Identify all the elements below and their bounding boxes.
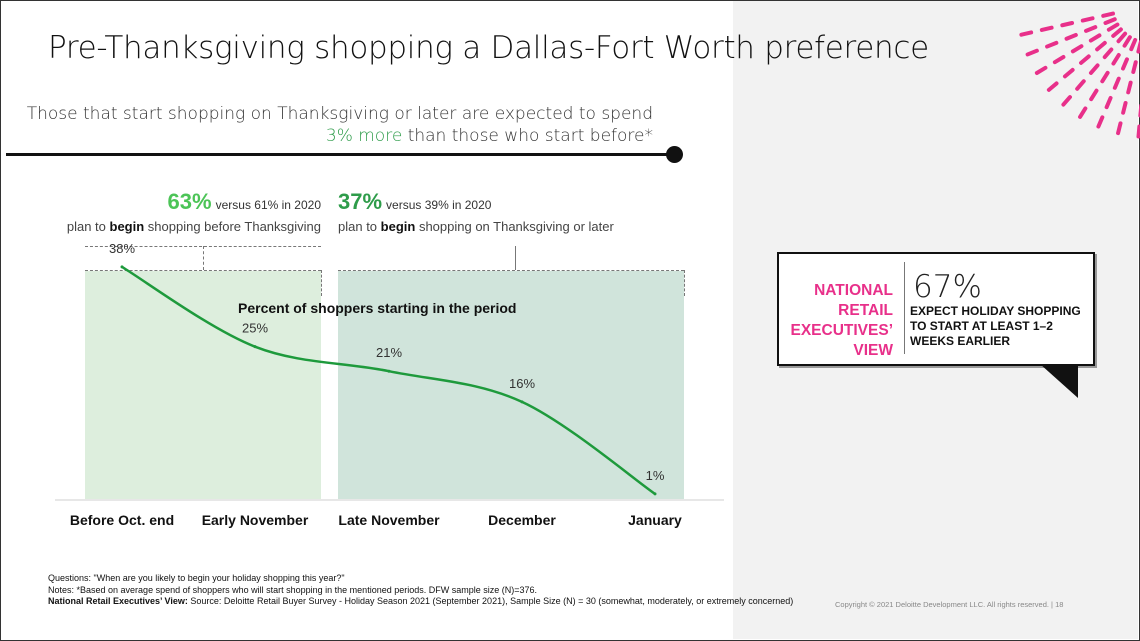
data-point: [120, 265, 124, 269]
plan-after-text: plan to begin shopping on Thanksgiving o…: [338, 219, 614, 234]
timeline-rule: [6, 153, 674, 156]
stat-after-thanksgiving: 37% versus 39% in 2020: [338, 189, 491, 215]
plan-after-bold: begin: [380, 219, 416, 234]
footnotes: Questions: "When are you likely to begin…: [48, 573, 793, 608]
x-tick-label: Early November: [202, 512, 309, 528]
exec-callout-label: NATIONAL RETAIL EXECUTIVES’ VIEW: [753, 281, 894, 361]
stat-after-pct: 37%: [338, 189, 383, 214]
data-point: [653, 492, 657, 496]
exec-label-line: RETAIL: [838, 302, 893, 319]
stat-before-pct: 63%: [167, 189, 212, 214]
data-point: [520, 400, 524, 404]
subtitle-line-2: 3% more than those who start before*: [326, 126, 653, 146]
x-tick-label: December: [488, 512, 556, 528]
plan-before-prefix: plan to: [66, 219, 110, 234]
bracket-before-bottom: [85, 270, 321, 271]
exec-callout-tail: [1040, 364, 1078, 398]
exec-callout-text: EXPECT HOLIDAY SHOPPING TO START AT LEAS…: [910, 304, 1081, 348]
stat-after-comparison: versus 39% in 2020: [386, 198, 492, 212]
data-label: 21%: [376, 345, 402, 360]
line-chart: 38% 25% 21% 16% 1% Before Oct. end Early Novem…: [55, 241, 724, 528]
exec-callout-pct: 67%: [913, 269, 982, 305]
slide-title: Pre-Thanksgiving shopping a Dallas-Fort …: [48, 30, 929, 66]
subtitle-line-1: Those that start shopping on Thanksgivin…: [26, 104, 653, 124]
plan-before-text: plan to begin shopping before Thanksgivi…: [67, 219, 321, 234]
footnote-notes: Notes: *Based on average spend of shoppe…: [48, 584, 538, 595]
exec-label-line: VIEW: [853, 342, 893, 359]
stat-before-comparison: versus 61% in 2020: [215, 198, 321, 212]
subtitle-highlight: 3% more: [325, 126, 403, 146]
data-point: [387, 369, 391, 373]
data-label: 1%: [646, 468, 665, 483]
bracket-after-right: [684, 270, 685, 296]
footnote-source-rest: Source: Deloitte Retail Buyer Survey - H…: [187, 596, 794, 606]
bracket-after-bottom: [338, 270, 684, 271]
chart-title: Percent of shoppers starting in the peri…: [238, 300, 517, 316]
exec-callout-divider: [904, 262, 905, 354]
footnote-source: National Retail Executives’ View: Source…: [48, 596, 793, 608]
subtitle-rest: than those who start before*: [402, 126, 653, 146]
after-thanksgiving-panel: [338, 271, 684, 499]
x-tick-label: Before Oct. end: [70, 512, 174, 528]
x-tick-label: Late November: [338, 512, 440, 528]
data-label: 38%: [109, 241, 135, 256]
footnote-questions: Questions: "When are you likely to begin…: [48, 573, 345, 583]
plan-after-suffix: shopping on Thanksgiving or later: [415, 219, 614, 234]
exec-callout-box: NATIONAL RETAIL EXECUTIVES’ VIEW 67% EXP…: [777, 252, 1095, 366]
footnote-source-bold: National Retail Executives’ View:: [48, 596, 188, 606]
data-label: 16%: [509, 376, 535, 391]
timeline-end-dot: [666, 146, 683, 163]
x-tick-label: January: [628, 512, 682, 528]
stat-before-thanksgiving: 63% versus 61% in 2020: [168, 189, 321, 215]
bracket-before-connector: [203, 246, 204, 270]
before-thanksgiving-panel: [85, 271, 321, 499]
data-label: 25%: [242, 321, 268, 336]
copyright: Copyright © 2021 Deloitte Development LL…: [835, 600, 1064, 609]
data-point: [253, 345, 257, 349]
bracket-before-right: [321, 270, 322, 296]
series-line: [121, 265, 656, 495]
bracket-after-connector: [515, 246, 516, 270]
exec-label-line: EXECUTIVES’: [790, 322, 894, 339]
plan-before-bold: begin: [109, 219, 145, 234]
plan-before-suffix: shopping before Thanksgiving: [144, 219, 321, 234]
plan-after-prefix: plan to: [338, 219, 381, 234]
exec-label-line: NATIONAL: [814, 282, 893, 299]
